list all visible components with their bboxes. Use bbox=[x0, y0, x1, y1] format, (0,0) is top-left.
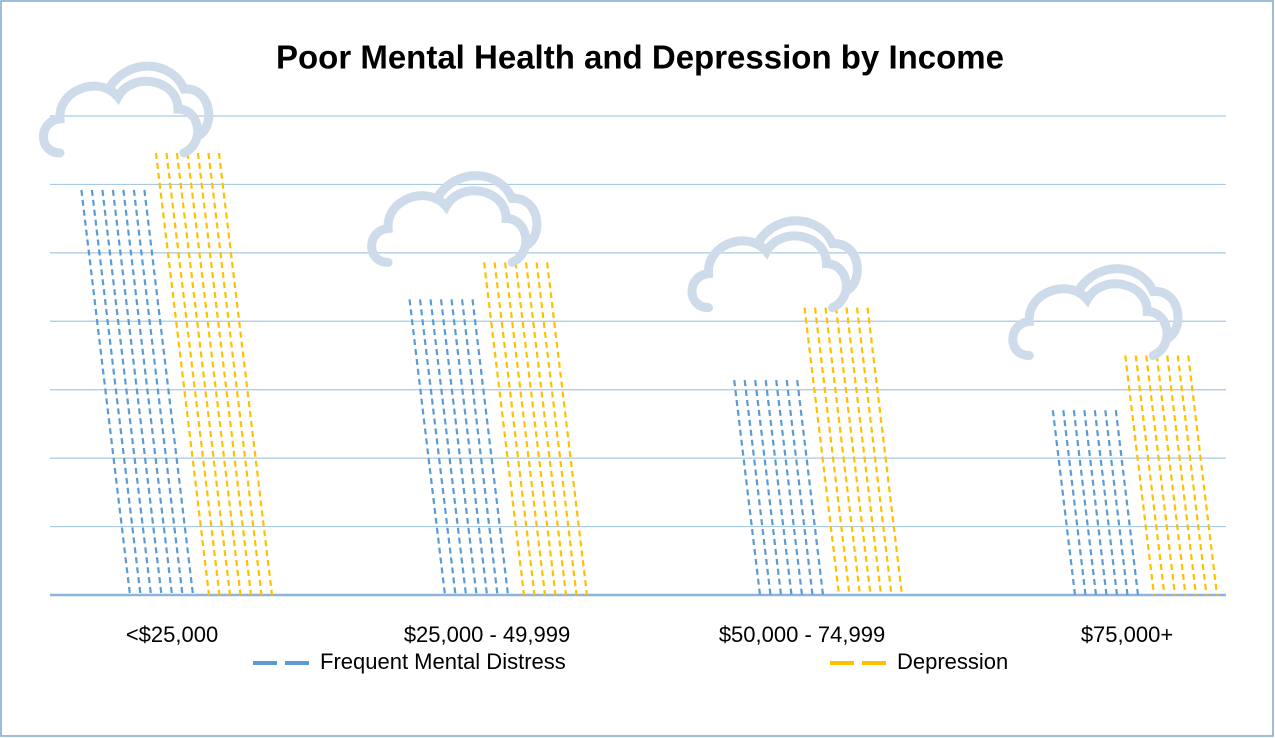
x-tick-label: <$25,000 bbox=[126, 622, 218, 647]
legend-label: Frequent Mental Distress bbox=[320, 649, 566, 674]
legend-label: Depression bbox=[897, 649, 1008, 674]
chart: Poor Mental Health and Depression by Inc… bbox=[0, 0, 1275, 738]
x-tick-label: $25,000 - 49,999 bbox=[404, 622, 570, 647]
x-tick-label: $75,000+ bbox=[1081, 622, 1173, 647]
chart-title: Poor Mental Health and Depression by Inc… bbox=[276, 39, 1004, 76]
x-tick-label: $50,000 - 74,999 bbox=[719, 622, 885, 647]
